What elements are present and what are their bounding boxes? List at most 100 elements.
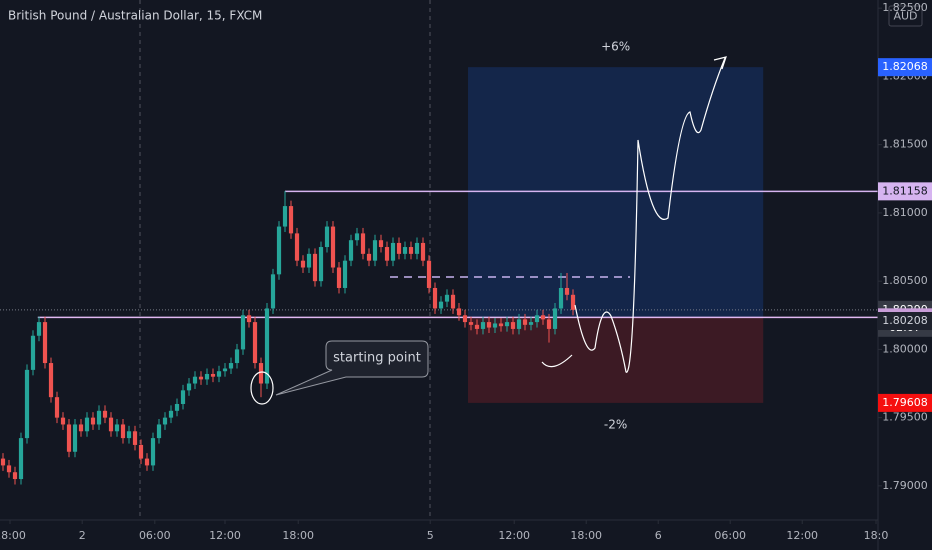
candle-body [432,287,438,309]
candle-body [228,363,234,369]
x-tick-label: 12:00 [209,529,241,542]
candle-body [540,315,546,320]
candle-body [12,472,18,480]
candle-body [336,267,342,288]
candle-body [222,368,228,372]
x-tick-label: 18:00 [570,529,602,542]
candle-body [42,322,48,364]
candle-body [426,260,432,288]
candle-body [468,322,474,325]
x-tick-label: 5 [427,529,434,542]
x-tick-label: 18:00 [0,529,26,542]
candle-body [324,226,330,248]
candle-body [354,233,360,241]
y-tick-label: 1.81000 [882,206,928,219]
candle-body [306,253,312,268]
candle-body [360,233,366,254]
y-tick-label: 1.80000 [882,342,928,355]
x-tick-label: 06:00 [139,529,171,542]
candle-body [282,206,288,227]
candle-body [498,323,504,327]
x-tick-label: 12:00 [498,529,530,542]
callout-bubble [275,340,429,396]
candle-body [522,319,528,325]
x-tick-label: 06:00 [714,529,746,542]
candle-body [276,226,282,275]
candle-body [216,371,222,377]
candle-body [456,308,462,316]
x-tick-label: 18:0 [864,529,889,542]
candle-body [186,383,192,391]
price-label-box [878,312,932,331]
candle-body [180,390,186,404]
highlight-circle [250,371,274,405]
candle-body [294,233,300,261]
candle-body [174,403,180,411]
price-label-box [878,182,932,201]
candle-body [0,458,6,466]
x-tick-label: 18:00 [282,529,314,542]
candle-body [444,294,450,302]
candle-body [156,424,162,439]
candle-body [390,242,396,261]
projection-curve [541,354,573,368]
profit-zone [468,67,764,318]
y-tick-label: 1.81500 [882,138,928,151]
candle-body [72,424,78,452]
candle-body [300,260,306,268]
loss-zone [468,317,764,403]
projection-arrowhead [713,56,727,70]
candle-body [318,247,324,282]
x-tick-label: 12:00 [786,529,818,542]
candle-body [6,465,12,473]
candle-body [480,322,486,329]
candle-body [450,294,456,309]
candle-body [384,247,390,261]
candle-body [144,458,150,466]
candle-body [234,349,240,364]
candle-body [54,397,60,418]
candle-body [66,424,72,452]
candle-body [342,260,348,288]
candle-body [552,308,558,329]
candle-body [60,417,66,425]
y-tick-label: 1.82500 [882,1,928,14]
candle-body [168,410,174,418]
candle-body [240,315,246,350]
candle-body [372,240,378,261]
candle-body [396,242,402,254]
candle-body [474,324,480,329]
candle-body [78,424,84,432]
candle-body [402,247,408,254]
callout-text: starting point [333,351,421,366]
candle-body [420,242,426,261]
candle-body [36,322,42,336]
candle-body [288,206,294,234]
candle-body [258,363,264,384]
candle-body [102,410,108,418]
candle-body [150,438,156,466]
projection-curve [574,57,726,373]
candle-body [204,373,210,380]
price-label: 1.80208 [882,314,928,327]
candle-body [30,335,36,370]
candle-body [348,240,354,261]
candle-body [84,417,90,432]
candle-body [192,376,198,384]
candle-body [564,287,570,295]
candle-body [486,322,492,328]
candle-body [198,376,204,380]
chart-title: British Pound / Australian Dollar, 15, F… [8,9,262,23]
currency: AUD [893,10,917,23]
candle-body [330,226,336,268]
candle-body [120,424,126,439]
plot-area: starting point [0,0,878,520]
candle-body [90,417,96,425]
candle-body [366,253,372,261]
candle-body [162,417,168,425]
candle-body [96,410,102,425]
currency-badge [888,5,923,27]
x-tick-label: 2 [79,529,86,542]
candle-body [570,294,576,310]
candle-body [546,319,552,329]
